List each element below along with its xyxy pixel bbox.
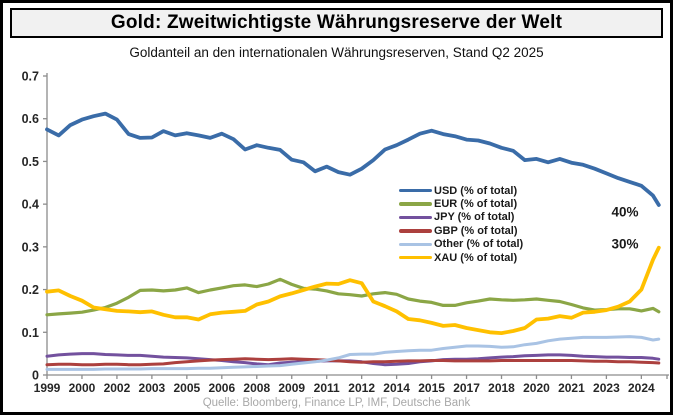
y-tick-label: 0.6 bbox=[22, 112, 39, 126]
x-tick-label: 2020 bbox=[523, 381, 550, 395]
x-tick-label: 2008 bbox=[243, 381, 270, 395]
annotation-30: 30% bbox=[612, 236, 639, 251]
annotation-40: 40% bbox=[612, 204, 639, 219]
series-line-usd bbox=[45, 111, 661, 207]
series-line-other bbox=[45, 335, 661, 371]
legend-line-swatch bbox=[399, 215, 432, 220]
x-tick-label: 2009 bbox=[278, 381, 305, 395]
x-tick-label: 2018 bbox=[488, 381, 515, 395]
legend-item-xau: XAU (% of total) bbox=[399, 251, 523, 264]
x-tick-label: 2003 bbox=[139, 381, 166, 395]
legend-label: XAU (% of total) bbox=[434, 251, 518, 264]
series-line-eur bbox=[45, 277, 661, 317]
x-tick-label: 2011 bbox=[314, 381, 340, 395]
chart-subtitle: Goldanteil an den internationalen Währun… bbox=[129, 45, 544, 60]
legend-label: EUR (% of total) bbox=[434, 198, 518, 211]
legend-line-swatch bbox=[399, 188, 432, 193]
x-tick-label: 2002 bbox=[104, 381, 131, 395]
legend-label: JPY (% of total) bbox=[434, 211, 515, 224]
y-tick-label: 0.1 bbox=[22, 326, 39, 340]
x-tick-label: 2023 bbox=[593, 381, 620, 395]
x-tick-label: 2000 bbox=[69, 381, 96, 395]
series-line-gbp bbox=[45, 357, 661, 367]
x-tick-label: 2006 bbox=[208, 381, 235, 395]
legend-line-swatch bbox=[399, 242, 432, 246]
legend-label: Other (% of total) bbox=[434, 238, 524, 251]
chart-title-bar: Gold: Zweitwichtigste Währungsreserve de… bbox=[10, 8, 663, 38]
legend-item-usd: USD (% of total) bbox=[399, 184, 523, 197]
x-tick-label: 1999 bbox=[34, 381, 61, 395]
y-tick-label: 0.4 bbox=[22, 198, 39, 212]
page-title: Gold: Zweitwichtigste Währungsreserve de… bbox=[110, 12, 563, 33]
series-line-xau bbox=[45, 245, 661, 336]
legend-label: USD (% of total) bbox=[434, 184, 518, 197]
x-tick-label: 2021 bbox=[558, 381, 585, 395]
y-tick-label: 0.5 bbox=[22, 155, 39, 169]
legend-item-gbp: GBP (% of total) bbox=[399, 224, 523, 237]
legend-line-swatch bbox=[399, 202, 432, 206]
x-tick-label: 2012 bbox=[348, 381, 375, 395]
y-tick-label: 0 bbox=[32, 369, 39, 383]
x-tick-label: 2014 bbox=[383, 381, 410, 395]
y-tick-label: 0.2 bbox=[22, 283, 39, 297]
x-tick-label: 2024 bbox=[628, 381, 655, 395]
x-tick-label: 2017 bbox=[453, 381, 480, 395]
x-tick-label: 2005 bbox=[173, 381, 200, 395]
source-note: Quelle: Bloomberg, Finance LP, IMF, Deut… bbox=[202, 397, 471, 409]
y-tick-label: 0.7 bbox=[22, 70, 39, 84]
y-tick-label: 0.3 bbox=[22, 240, 39, 254]
x-tick-label: 2015 bbox=[418, 381, 445, 395]
legend-label: GBP (% of total) bbox=[434, 224, 518, 237]
chart-legend: USD (% of total) EUR (% of total) JPY (% o… bbox=[399, 184, 523, 264]
legend-line-swatch bbox=[399, 229, 432, 233]
legend-line-swatch bbox=[399, 255, 432, 260]
legend-item-jpy: JPY (% of total) bbox=[399, 211, 523, 224]
legend-item-other: Other (% of total) bbox=[399, 238, 523, 251]
legend-item-eur: EUR (% of total) bbox=[399, 197, 523, 210]
